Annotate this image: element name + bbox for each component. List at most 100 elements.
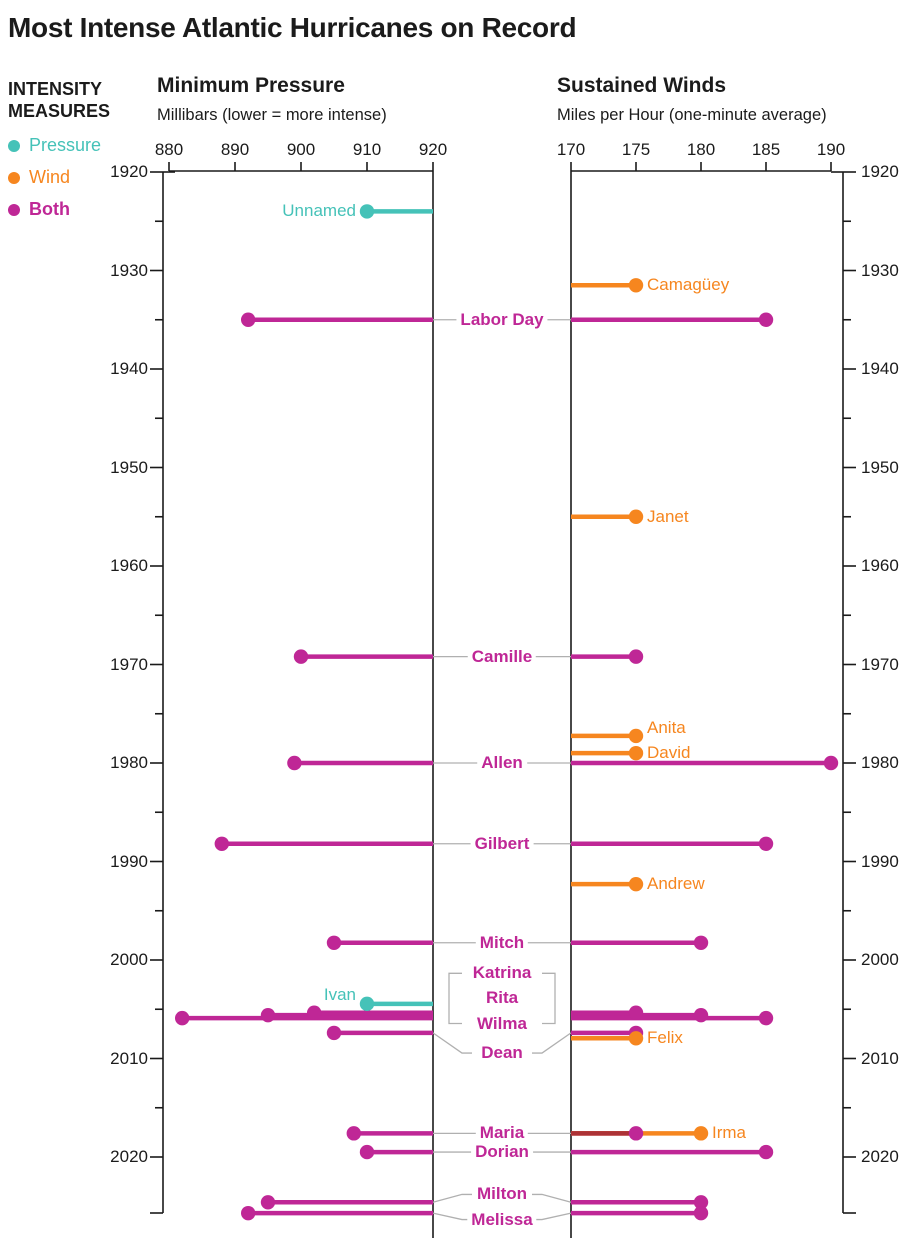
storm-dot-wind-Irma <box>693 1126 709 1141</box>
year-label-right-1930: 1930 <box>861 260 899 280</box>
year-label-left-1940: 1940 <box>110 359 148 378</box>
storm-dot-wind-Anita <box>628 728 644 744</box>
storm-label-Labor Day: Labor Day <box>456 309 548 330</box>
storm-dot-wind-Andrew <box>628 876 644 892</box>
page-title: Most Intense Atlantic Hurricanes on Reco… <box>8 12 577 43</box>
storm-dot-wind-Melissa <box>693 1205 709 1221</box>
legend-item-both-label: Both <box>29 199 70 219</box>
bracket-right <box>542 972 556 1025</box>
year-label-right-1960: 1960 <box>861 556 899 575</box>
storm-dot-wind-Janet <box>628 509 644 524</box>
storm-dot-pressure-Ivan <box>359 996 375 1012</box>
storm-label-Camagüey: Camagüey <box>647 275 730 295</box>
storm-dot-wind-David <box>628 745 644 761</box>
storm-dot-pressure-Katrina <box>307 1005 322 1020</box>
wind-panel-subtitle: Miles per Hour (one-minute average) <box>557 106 827 124</box>
storm-dot-pressure-Wilma <box>175 1010 190 1026</box>
wind-tick-label-175: 175 <box>621 140 651 159</box>
storm-label-Milton: Milton <box>472 1184 532 1205</box>
year-label-right-1970: 1970 <box>861 654 899 674</box>
wind-dot-icon <box>8 171 20 184</box>
storm-dot-pressure-Labor Day <box>241 312 256 327</box>
storm-dot-pressure-Camille <box>293 649 309 664</box>
year-label-right-1940: 1940 <box>861 359 899 378</box>
year-label-left-2000: 2000 <box>110 950 148 969</box>
legend-item-wind-label: Wind <box>29 167 71 187</box>
both-dot-icon <box>8 203 20 216</box>
storm-dot-wind-Labor Day <box>758 312 774 327</box>
storm-label-Mitch: Mitch <box>475 932 529 953</box>
storm-dot-wind-Mitch <box>693 935 709 950</box>
storm-dot-pressure-Gilbert <box>214 836 229 851</box>
year-label-right-2010: 2010 <box>861 1048 899 1068</box>
storm-dot-pressure-Mitch <box>326 935 342 950</box>
legend-heading: INTENSITY MEASURES <box>8 78 148 122</box>
storm-label-Irma: Irma <box>712 1123 746 1143</box>
storm-label-Maria: Maria <box>475 1123 529 1144</box>
storm-label-Anita: Anita <box>647 717 686 737</box>
storm-label-Ivan: Ivan <box>323 984 356 1004</box>
storm-label-Wilma: Wilma <box>473 1013 531 1034</box>
storm-label-Katrina: Katrina <box>468 963 536 984</box>
storm-dot-wind-Camille <box>628 649 644 664</box>
storm-dot-pressure-Melissa <box>241 1205 256 1221</box>
year-label-left-1930: 1930 <box>110 260 148 280</box>
storm-dot-wind-Maria <box>628 1126 644 1141</box>
storm-dot-pressure-Dorian <box>359 1144 375 1160</box>
year-label-left-2020: 2020 <box>110 1147 148 1166</box>
storm-label-David: David <box>647 743 691 763</box>
pressure-tick-label-890: 890 <box>220 140 250 159</box>
pressure-tick-label-920: 920 <box>418 140 448 159</box>
storm-dot-pressure-Dean <box>326 1025 342 1041</box>
year-label-right-2000: 2000 <box>861 950 899 969</box>
storm-dot-pressure-Milton <box>260 1195 276 1210</box>
storm-label-Dorian: Dorian <box>471 1142 533 1163</box>
wind-tick-label-180: 180 <box>686 140 716 159</box>
storm-label-Unnamed: Unnamed <box>282 201 356 221</box>
storm-dot-pressure-Rita <box>260 1007 276 1023</box>
connector-left-Melissa <box>432 1212 472 1221</box>
connector-right-Melissa <box>532 1212 572 1221</box>
storm-label-Felix: Felix <box>647 1028 683 1048</box>
year-label-left-1990: 1990 <box>110 851 148 871</box>
year-label-left-2010: 2010 <box>110 1048 148 1068</box>
storm-dot-wind-Milton <box>693 1195 709 1210</box>
year-label-left-1950: 1950 <box>110 457 148 477</box>
storm-dot-wind-Dorian <box>758 1144 774 1160</box>
legend-item-both: Both <box>8 199 70 220</box>
storm-label-Gilbert: Gilbert <box>470 833 534 854</box>
storm-label-Rita: Rita <box>481 988 523 1009</box>
year-label-right-1920: 1920 <box>861 162 899 181</box>
legend-heading-line1: INTENSITY <box>8 79 103 99</box>
legend: INTENSITY MEASURES Pressure Wind Both <box>8 78 148 219</box>
pressure-panel-subtitle: Millibars (lower = more intense) <box>157 106 387 124</box>
year-label-left-1980: 1980 <box>110 753 148 772</box>
pressure-panel-title: Minimum Pressure <box>157 74 345 97</box>
storm-label-Dean: Dean <box>477 1043 527 1064</box>
year-label-left-1960: 1960 <box>110 556 148 575</box>
storm-dot-wind-Felix <box>628 1031 644 1046</box>
pressure-dot-icon <box>8 139 20 152</box>
storm-dot-pressure-Maria <box>346 1126 361 1141</box>
bracket-left <box>448 972 462 1025</box>
storm-label-Andrew: Andrew <box>647 874 705 894</box>
year-label-right-1950: 1950 <box>861 457 899 477</box>
pressure-tick-label-880: 880 <box>154 140 184 159</box>
wind-tick-label-170: 170 <box>556 140 586 159</box>
pressure-tick-label-900: 900 <box>286 140 316 159</box>
storm-dot-pressure-Unnamed <box>359 204 375 219</box>
storm-label-Janet: Janet <box>647 506 689 526</box>
wind-tick-label-190: 190 <box>816 140 846 159</box>
storm-dot-wind-Camagüey <box>628 278 644 293</box>
year-label-left-1970: 1970 <box>110 654 148 674</box>
wind-panel-title: Sustained Winds <box>557 74 726 97</box>
year-label-right-1990: 1990 <box>861 851 899 871</box>
storm-label-Allen: Allen <box>477 753 527 773</box>
storm-dot-wind-Wilma <box>758 1010 774 1026</box>
legend-heading-line2: MEASURES <box>8 101 111 121</box>
legend-item-pressure-label: Pressure <box>29 135 102 155</box>
storm-dot-wind-Allen <box>823 755 839 771</box>
wind-tick-label-185: 185 <box>751 140 781 159</box>
connector-right-Milton <box>532 1193 572 1203</box>
